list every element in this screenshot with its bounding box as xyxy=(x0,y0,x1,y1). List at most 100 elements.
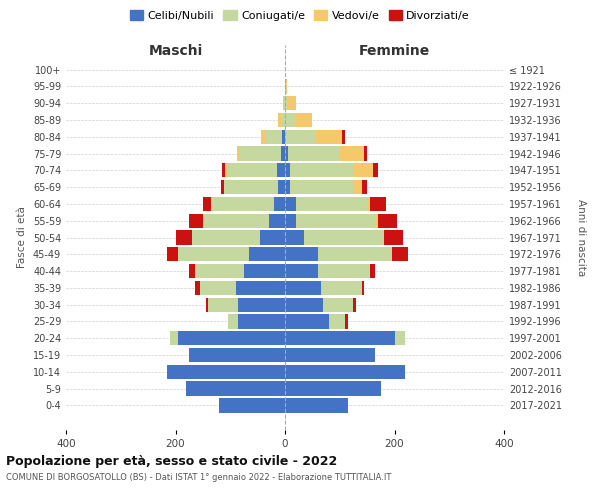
Bar xyxy=(343,130,345,144)
Bar xyxy=(288,146,340,160)
Bar xyxy=(296,214,376,228)
Bar xyxy=(285,314,329,328)
Bar xyxy=(285,230,304,244)
Bar xyxy=(200,280,236,295)
Bar xyxy=(392,247,408,262)
Bar xyxy=(345,314,348,328)
Bar xyxy=(376,214,378,228)
Text: Popolazione per età, sesso e stato civile - 2022: Popolazione per età, sesso e stato civil… xyxy=(6,455,337,468)
Bar xyxy=(189,214,203,228)
Bar xyxy=(285,382,381,396)
Bar xyxy=(178,331,285,345)
Y-axis label: Fasce di età: Fasce di età xyxy=(17,206,27,268)
Bar xyxy=(282,130,285,144)
Bar xyxy=(260,230,285,244)
Bar xyxy=(323,298,353,312)
Bar xyxy=(250,247,285,262)
Bar xyxy=(285,280,320,295)
Bar xyxy=(227,314,238,328)
Bar xyxy=(222,163,225,178)
Bar xyxy=(395,331,406,345)
Bar xyxy=(285,80,286,94)
Bar xyxy=(340,146,364,160)
Bar xyxy=(296,197,367,211)
Bar xyxy=(224,180,278,194)
Bar xyxy=(378,214,397,228)
Bar xyxy=(288,96,296,110)
Text: COMUNE DI BORGOSATOLLO (BS) - Dati ISTAT 1° gennaio 2022 - Elaborazione TUTTITAL: COMUNE DI BORGOSATOLLO (BS) - Dati ISTAT… xyxy=(6,472,391,482)
Bar xyxy=(362,280,364,295)
Bar xyxy=(211,197,274,211)
Bar xyxy=(236,280,285,295)
Bar xyxy=(277,163,285,178)
Bar xyxy=(192,230,260,244)
Bar xyxy=(189,348,285,362)
Bar xyxy=(227,163,277,178)
Bar xyxy=(367,197,370,211)
Bar xyxy=(266,130,282,144)
Legend: Celibi/Nubili, Coniugati/e, Vedovi/e, Divorziati/e: Celibi/Nubili, Coniugati/e, Vedovi/e, Di… xyxy=(125,6,475,25)
Bar xyxy=(285,247,318,262)
Bar xyxy=(194,264,244,278)
Bar xyxy=(285,331,395,345)
Bar xyxy=(238,314,285,328)
Y-axis label: Anni di nascita: Anni di nascita xyxy=(576,199,586,276)
Bar xyxy=(370,197,386,211)
Bar xyxy=(187,382,285,396)
Bar xyxy=(178,247,250,262)
Bar xyxy=(285,146,288,160)
Bar xyxy=(167,247,178,262)
Bar xyxy=(285,398,348,412)
Bar xyxy=(239,146,281,160)
Bar xyxy=(221,180,224,194)
Bar xyxy=(284,96,285,110)
Bar xyxy=(383,230,403,244)
Bar xyxy=(373,163,378,178)
Bar xyxy=(194,280,200,295)
Bar xyxy=(167,364,285,379)
Bar xyxy=(353,180,362,194)
Bar xyxy=(285,364,406,379)
Bar xyxy=(238,298,285,312)
Bar xyxy=(329,314,345,328)
Bar xyxy=(290,163,353,178)
Bar xyxy=(353,298,356,312)
Bar xyxy=(208,298,238,312)
Bar xyxy=(304,230,383,244)
Bar xyxy=(318,264,370,278)
Bar xyxy=(318,247,392,262)
Bar xyxy=(285,113,296,127)
Bar xyxy=(290,180,353,194)
Bar xyxy=(170,331,178,345)
Bar xyxy=(286,80,287,94)
Bar xyxy=(283,96,284,110)
Bar xyxy=(296,113,313,127)
Bar xyxy=(278,180,285,194)
Bar xyxy=(281,146,285,160)
Bar xyxy=(362,180,367,194)
Bar xyxy=(244,264,285,278)
Bar xyxy=(364,146,367,160)
Bar xyxy=(220,398,285,412)
Bar xyxy=(189,264,194,278)
Bar xyxy=(281,113,285,127)
Bar xyxy=(237,146,239,160)
Bar xyxy=(353,163,373,178)
Bar xyxy=(225,163,227,178)
Bar xyxy=(203,197,211,211)
Text: Femmine: Femmine xyxy=(359,44,430,58)
Bar xyxy=(278,113,281,127)
Bar xyxy=(285,197,296,211)
Bar xyxy=(206,298,208,312)
Bar xyxy=(274,197,285,211)
Bar xyxy=(285,298,323,312)
Bar xyxy=(269,214,285,228)
Bar xyxy=(285,163,290,178)
Bar xyxy=(285,214,296,228)
Bar xyxy=(285,348,376,362)
Bar xyxy=(176,230,192,244)
Bar xyxy=(203,214,269,228)
Bar xyxy=(285,96,288,110)
Bar xyxy=(262,130,266,144)
Bar xyxy=(370,264,376,278)
